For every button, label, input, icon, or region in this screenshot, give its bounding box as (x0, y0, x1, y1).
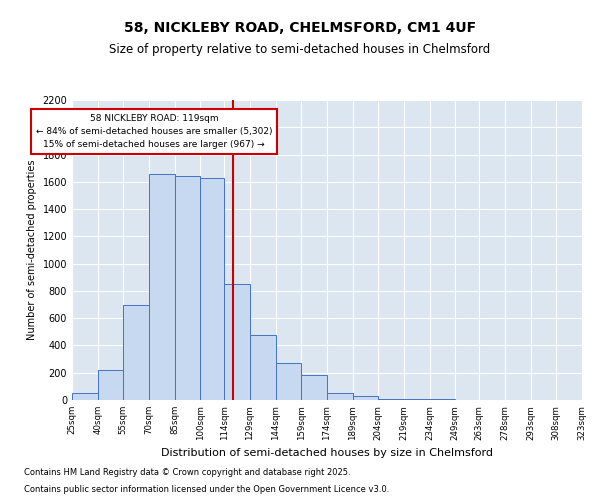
Bar (98, 370, 124, 400)
Text: Size of property relative to semi-detached houses in Chelmsford: Size of property relative to semi-detach… (109, 44, 491, 57)
Bar (379, 398, 404, 400)
Bar (72, 393, 98, 400)
Bar (124, 304, 149, 400)
Bar (149, 174, 175, 400)
Bar (250, 334, 275, 400)
Bar (301, 375, 327, 400)
Text: 58, NICKLEBY ROAD, CHELMSFORD, CM1 4UF: 58, NICKLEBY ROAD, CHELMSFORD, CM1 4UF (124, 20, 476, 34)
Bar (200, 178, 224, 400)
Bar (327, 392, 353, 400)
Y-axis label: Number of semi-detached properties: Number of semi-detached properties (27, 160, 37, 340)
Bar (275, 363, 301, 400)
Bar (353, 396, 379, 400)
X-axis label: Distribution of semi-detached houses by size in Chelmsford: Distribution of semi-detached houses by … (161, 448, 493, 458)
Text: Contains HM Land Registry data © Crown copyright and database right 2025.: Contains HM Land Registry data © Crown c… (24, 468, 350, 477)
Text: Contains public sector information licensed under the Open Government Licence v3: Contains public sector information licen… (24, 486, 389, 494)
Bar (175, 176, 200, 400)
Bar (224, 284, 250, 400)
Text: 58 NICKLEBY ROAD: 119sqm
← 84% of semi-detached houses are smaller (5,302)
15% o: 58 NICKLEBY ROAD: 119sqm ← 84% of semi-d… (36, 114, 272, 149)
